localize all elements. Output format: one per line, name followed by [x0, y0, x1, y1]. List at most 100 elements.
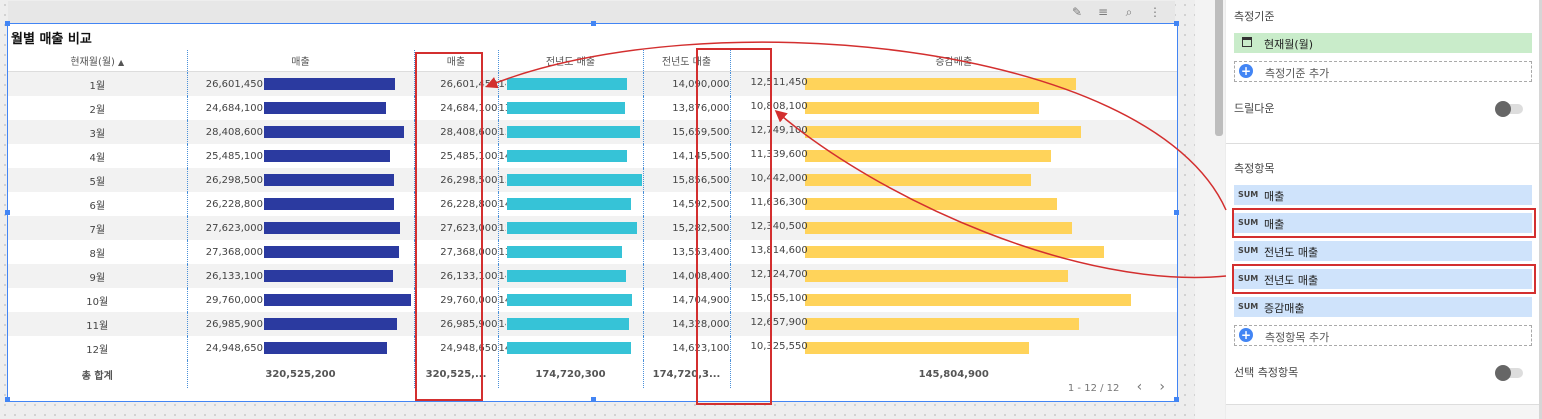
table-row[interactable]: 12월24,948,65024,948,65014,623,10014,623,…	[8, 336, 1177, 360]
filter-icon[interactable]: ≡	[1097, 5, 1109, 19]
sales-bar	[264, 126, 404, 138]
cell-sales-2: 27,368,000	[414, 240, 499, 264]
column-header-prev-sales[interactable]: 전년도 매출	[498, 50, 644, 72]
cell-prev-sales: 13,876,000	[498, 96, 556, 120]
metric-chip-label: 증감매출	[1264, 302, 1305, 315]
table-row[interactable]: 11월26,985,90026,985,90014,328,00014,328,…	[8, 312, 1177, 336]
diff-bar	[804, 174, 1031, 186]
chevron-right-icon[interactable]: ›	[1159, 379, 1165, 395]
totals-label: 총 합계	[8, 360, 188, 388]
panel-scrollbar[interactable]	[1539, 0, 1542, 419]
cell-sales-bar	[263, 144, 415, 168]
metric-chip[interactable]: SUM 전년도 매출	[1234, 241, 1532, 261]
totals-prev-sales: 174,720,300	[498, 360, 644, 388]
resize-handle[interactable]	[1174, 397, 1179, 402]
cell-month: 4월	[8, 144, 188, 168]
cell-sales-bar	[263, 71, 415, 96]
metric-chip-label: 매출	[1264, 218, 1285, 231]
canvas-scrollbar[interactable]	[1195, 0, 1225, 419]
more-vert-icon[interactable]: ⋮	[1149, 5, 1161, 19]
properties-panel: 측정기준 현재월(월) + 측정기준 추가 드릴다운 측정항목 SUM 매출 SU…	[1226, 0, 1539, 419]
resize-handle[interactable]	[5, 210, 10, 215]
totals-row: 총 합계 320,525,200 320,525,... 174,720,300…	[8, 360, 1177, 388]
cell-sales-bar	[263, 216, 415, 240]
resize-handle[interactable]	[5, 21, 10, 26]
cell-sales: 24,948,650	[205, 342, 263, 354]
optional-metrics-label: 선택 측정항목	[1234, 366, 1299, 379]
diff-value: 15,055,100	[750, 293, 808, 304]
add-dimension-button[interactable]: + 측정기준 추가	[1234, 61, 1532, 82]
table-row[interactable]: 9월26,133,10026,133,10014,008,40014,008,4…	[8, 264, 1177, 288]
cell-prev-sales-2: 14,623,100	[643, 336, 731, 360]
column-header-sales[interactable]: 매출	[187, 50, 415, 72]
highlight-box-sales-column	[415, 52, 483, 401]
optional-metrics-toggle[interactable]	[1495, 365, 1523, 381]
cell-month: 9월	[8, 264, 188, 288]
metric-chip-label: 매출	[1264, 190, 1285, 203]
cell-sales: 26,298,500	[187, 168, 263, 192]
table-row[interactable]: 5월26,298,50026,298,50015,856,50015,856,5…	[8, 168, 1177, 192]
table-row[interactable]: 3월28,408,60028,408,60015,659,50015,659,5…	[8, 120, 1177, 144]
metric-chip[interactable]: SUM 증감매출	[1234, 297, 1532, 317]
table-row[interactable]: 2월24,684,10024,684,10013,876,00013,876,0…	[8, 96, 1177, 120]
cell-sales-2: 24,948,650	[414, 336, 499, 360]
metric-chip[interactable]: SUM 전년도 매출	[1234, 269, 1532, 289]
column-header-month[interactable]: 현재월(월) ▲	[8, 50, 188, 72]
pagination-range: 1 - 12 / 12	[1067, 383, 1120, 394]
pencil-icon[interactable]: ✎	[1071, 5, 1083, 19]
cell-sales-2: 26,601,450	[414, 71, 499, 96]
cell-sales: 25,485,100	[205, 150, 263, 162]
resize-handle[interactable]	[1174, 21, 1179, 26]
sales-bar	[264, 246, 399, 258]
cell-sales-2: 28,408,600	[414, 120, 499, 144]
cell-sales-bar	[263, 312, 415, 336]
zoom-icon[interactable]: ⌕	[1125, 5, 1133, 19]
diff-bar	[804, 246, 1104, 258]
prev-sales-bar	[507, 294, 632, 306]
dimension-chip-label: 현재월(월)	[1264, 38, 1314, 51]
table-row[interactable]: 10월29,760,00029,760,00014,704,90014,704,…	[8, 288, 1177, 312]
table-row[interactable]: 7월27,623,00027,623,00015,282,50015,282,5…	[8, 216, 1177, 240]
cell-diff: 12,340,500	[730, 216, 1177, 240]
sum-badge: SUM	[1238, 302, 1259, 311]
cell-sales-bar	[263, 168, 415, 192]
cell-month: 11월	[8, 312, 188, 336]
cell-month: 8월	[8, 240, 188, 264]
add-icon: +	[1239, 64, 1253, 78]
resize-handle[interactable]	[591, 397, 596, 402]
cell-sales-bar	[263, 120, 415, 144]
metric-chip[interactable]: SUM 매출	[1234, 213, 1532, 233]
dimension-chip[interactable]: 현재월(월)	[1234, 33, 1532, 53]
table-row[interactable]: 6월26,228,80026,228,80014,592,50014,592,5…	[8, 192, 1177, 216]
resize-handle[interactable]	[591, 21, 596, 26]
column-header-diff[interactable]: 증감매출	[730, 50, 1177, 72]
add-metric-button[interactable]: + 측정항목 추가	[1234, 325, 1532, 346]
cell-sales-2: 25,485,100	[414, 144, 499, 168]
table-row[interactable]: 8월27,368,00027,368,00013,553,40013,553,4…	[8, 240, 1177, 264]
sort-asc-icon[interactable]: ▲	[117, 58, 125, 67]
resize-handle[interactable]	[1174, 210, 1179, 215]
diff-bar	[804, 126, 1081, 138]
cell-sales: 26,601,450	[187, 71, 263, 96]
table-chart-component[interactable]: 월별 매출 비교 현재월(월) ▲ 매출 매출 전년도 매출 전년도 매출 증감매…	[5, 21, 1179, 402]
diff-bar	[804, 294, 1131, 306]
chevron-left-icon[interactable]: ‹	[1136, 379, 1143, 395]
table-row[interactable]: 4월25,485,10025,485,10014,145,50014,145,5…	[8, 144, 1177, 168]
scrollbar-thumb[interactable]	[1215, 0, 1223, 136]
cell-prev-sales: 14,328,000	[498, 312, 556, 336]
table-row[interactable]: 1월26,601,45026,601,45014,090,00014,090,0…	[8, 71, 1177, 96]
cell-diff: 11,636,300	[730, 192, 1177, 216]
cell-prev-sales: 14,704,900	[498, 288, 556, 312]
cell-month: 3월	[8, 120, 188, 144]
table-header-row: 현재월(월) ▲ 매출 매출 전년도 매출 전년도 매출 증감매출	[8, 50, 1177, 72]
cell-sales: 24,684,100	[205, 102, 263, 114]
chart-title: 월별 매출 비교	[11, 32, 92, 47]
diff-bar	[804, 102, 1039, 114]
dimension-section: 측정기준 현재월(월) + 측정기준 추가 드릴다운	[1226, 0, 1539, 144]
sales-bar	[264, 342, 387, 354]
prev-sales-bar	[507, 342, 631, 354]
cell-sales-bar	[263, 264, 415, 288]
metric-chip[interactable]: SUM 매출	[1234, 185, 1532, 205]
drilldown-toggle[interactable]	[1495, 101, 1523, 117]
resize-handle[interactable]	[5, 397, 10, 402]
